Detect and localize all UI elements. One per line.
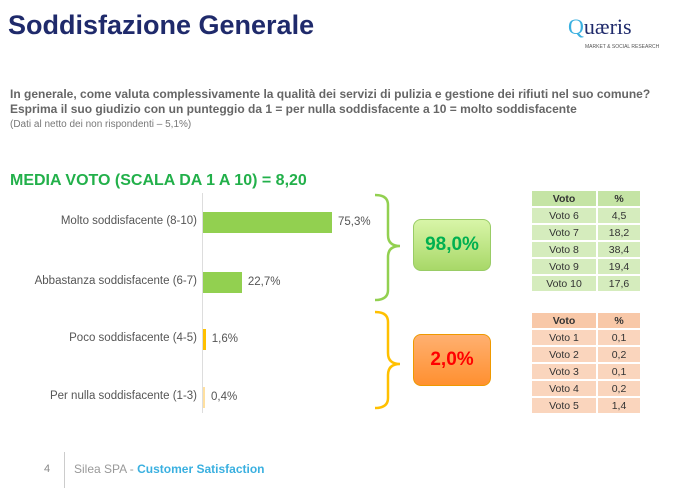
negative-votes-table: Voto% Voto 1 0,1 Voto 2 0,2 Voto 3 0,1 Voto 4 0,…: [530, 311, 642, 415]
logo-subtitle: MARKET & SOCIAL RESEARCH: [585, 44, 660, 50]
table-cell: Voto 3: [530, 362, 598, 381]
table-row: Voto 8 38,4: [530, 240, 642, 259]
bar: [203, 212, 332, 233]
table-row: Voto 1 0,1: [530, 328, 642, 347]
bar: [203, 329, 206, 350]
table-cell: Voto 8: [530, 240, 598, 259]
table-cell: 0,1: [596, 328, 642, 347]
table-cell: Voto 2: [530, 345, 598, 364]
table-row: Voto 6 4,5: [530, 206, 642, 225]
data-label: 1,6%: [211, 333, 238, 345]
data-label: 75,3%: [337, 216, 371, 228]
table-row: Voto 2 0,2: [530, 345, 642, 364]
average-score: MEDIA VOTO (SCALA DA 1 A 10) = 8,20: [10, 172, 307, 189]
table-header: Voto%: [530, 189, 642, 208]
data-label: 0,4%: [211, 391, 238, 403]
table-cell: Voto 10: [530, 274, 598, 293]
negative-total-box: 2,0%: [413, 334, 491, 386]
table-row: Voto 3 0,1: [530, 362, 642, 381]
table-cell: 38,4: [596, 240, 642, 259]
quaeris-logo: Quæris: [568, 14, 632, 39]
table-cell: 1,4: [596, 396, 642, 415]
table-row: Voto 10 17,6: [530, 274, 642, 293]
header-cell: Voto: [530, 311, 598, 330]
table-cell: Voto 4: [530, 379, 598, 398]
table-cell: 18,2: [596, 223, 642, 242]
table-row: Voto 7 18,2: [530, 223, 642, 242]
question-block: In generale, come valuta complessivament…: [10, 87, 660, 131]
table-cell: Voto 1: [530, 328, 598, 347]
bar: [203, 272, 242, 293]
category-label: Per nulla soddisfacente (1-3): [49, 390, 197, 402]
positive-votes-table: Voto% Voto 6 4,5 Voto 7 18,2 Voto 8 38,4 Voto 9…: [530, 189, 642, 293]
table-row: Voto 5 1,4: [530, 396, 642, 415]
category-label: Poco soddisfacente (4-5): [69, 332, 197, 344]
table-cell: Voto 9: [530, 257, 598, 276]
page-number: 4: [44, 463, 51, 475]
survey-question: In generale, come valuta complessivament…: [10, 87, 651, 116]
data-label: 22,7%: [247, 276, 281, 288]
page-title: Soddisfazione Generale: [8, 10, 315, 40]
footer-divider: [64, 452, 65, 488]
note: (Dati al netto dei non rispondenti – 5,1…: [10, 119, 192, 130]
footer-company: Silea SPA -: [74, 462, 138, 476]
positive-total-box: 98,0%: [413, 219, 491, 271]
positive-total: 98,0%: [425, 234, 479, 255]
table-cell: 17,6: [596, 274, 642, 293]
table-row: Voto 4 0,2: [530, 379, 642, 398]
brackets: [374, 193, 401, 410]
header-cell: %: [596, 189, 642, 208]
chart-axis: [202, 193, 203, 413]
table-cell: 0,2: [596, 379, 642, 398]
negative-total: 2,0%: [430, 349, 474, 370]
category-label: Abbastanza soddisfacente (6-7): [34, 275, 197, 287]
orange-brace: [374, 310, 401, 410]
table-header: Voto%: [530, 311, 642, 330]
bar: [203, 387, 205, 408]
table-cell: Voto 6: [530, 206, 598, 225]
header-cell: %: [596, 311, 642, 330]
table-row: Voto 9 19,4: [530, 257, 642, 276]
header-cell: Voto: [530, 189, 598, 208]
table-cell: Voto 7: [530, 223, 598, 242]
table-cell: 4,5: [596, 206, 642, 225]
green-brace: [374, 193, 401, 302]
footer-text: Silea SPA - Customer Satisfaction: [74, 462, 265, 476]
table-cell: 0,1: [596, 362, 642, 381]
table-cell: Voto 5: [530, 396, 598, 415]
table-cell: 19,4: [596, 257, 642, 276]
footer-section: Customer Satisfaction: [137, 462, 265, 476]
category-label: Molto soddisfacente (8-10): [60, 215, 197, 227]
table-cell: 0,2: [596, 345, 642, 364]
